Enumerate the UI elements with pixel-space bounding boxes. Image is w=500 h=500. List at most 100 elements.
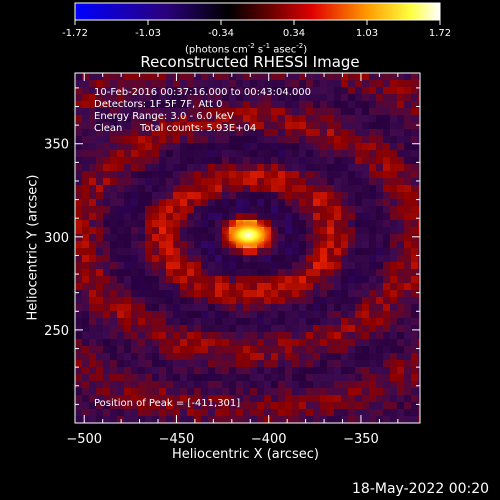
heatmap-pixel <box>397 297 404 304</box>
heatmap-pixel <box>411 143 418 150</box>
heatmap-pixel <box>222 94 229 101</box>
heatmap-pixel <box>257 402 264 409</box>
heatmap-pixel <box>411 185 418 192</box>
heatmap-pixel <box>292 199 299 206</box>
heatmap-pixel <box>376 346 383 353</box>
heatmap-pixel <box>96 304 103 311</box>
heatmap-pixel <box>320 332 327 339</box>
heatmap-pixel <box>306 283 313 290</box>
heatmap-pixel <box>362 157 369 164</box>
heatmap-pixel <box>348 108 355 115</box>
heatmap-pixel <box>264 269 271 276</box>
heatmap-pixel <box>110 360 117 367</box>
heatmap-pixel <box>383 220 390 227</box>
heatmap-pixel <box>376 227 383 234</box>
heatmap-pixel <box>334 255 341 262</box>
heatmap-pixel <box>229 283 236 290</box>
heatmap-pixel <box>131 115 138 122</box>
heatmap-pixel <box>418 325 420 332</box>
heatmap-pixel <box>138 171 145 178</box>
heatmap-pixel <box>180 339 187 346</box>
heatmap-pixel <box>75 115 82 122</box>
heatmap-pixel <box>271 164 278 171</box>
heatmap-pixel <box>243 199 250 206</box>
heatmap-pixel <box>313 332 320 339</box>
heatmap-pixel <box>82 171 89 178</box>
heatmap-pixel <box>215 143 222 150</box>
heatmap-pixel <box>320 213 327 220</box>
heatmap-pixel <box>355 346 362 353</box>
heatmap-pixel <box>173 213 180 220</box>
heatmap-pixel <box>138 164 145 171</box>
heatmap-pixel <box>327 318 334 325</box>
heatmap-pixel <box>103 199 110 206</box>
heatmap-pixel <box>278 269 285 276</box>
heatmap-pixel <box>173 171 180 178</box>
heatmap-pixel <box>313 164 320 171</box>
heatmap-pixel <box>404 248 411 255</box>
heatmap-pixel <box>320 402 327 409</box>
heatmap-pixel <box>383 353 390 360</box>
heatmap-pixel <box>404 234 411 241</box>
heatmap-pixel <box>348 73 355 80</box>
heatmap-pixel <box>327 276 334 283</box>
heatmap-pixel <box>96 353 103 360</box>
heatmap-pixel <box>404 192 411 199</box>
heatmap-pixel <box>327 122 334 129</box>
heatmap-pixel <box>299 381 306 388</box>
heatmap-pixel <box>320 416 327 423</box>
heatmap-pixel <box>173 269 180 276</box>
heatmap-pixel <box>404 346 411 353</box>
heatmap-pixel <box>250 353 257 360</box>
heatmap-pixel <box>390 381 397 388</box>
heatmap-pixel <box>271 136 278 143</box>
heatmap-pixel <box>306 395 313 402</box>
heatmap-pixel <box>285 248 292 255</box>
heatmap-pixel <box>355 136 362 143</box>
heatmap-pixel <box>369 178 376 185</box>
heatmap-pixel <box>355 178 362 185</box>
heatmap-pixel <box>292 360 299 367</box>
heatmap-pixel <box>341 339 348 346</box>
heatmap-pixel <box>341 150 348 157</box>
heatmap-pixel <box>257 136 264 143</box>
heatmap-pixel <box>229 206 236 213</box>
heatmap-pixel <box>411 108 418 115</box>
heatmap-pixel <box>404 136 411 143</box>
heatmap-pixel <box>404 402 411 409</box>
heatmap-pixel <box>313 416 320 423</box>
heatmap-pixel <box>383 150 390 157</box>
heatmap-pixel <box>327 73 334 80</box>
heatmap-pixel <box>257 332 264 339</box>
heatmap-pixel <box>201 353 208 360</box>
heatmap-pixel <box>264 213 271 220</box>
heatmap-pixel <box>397 416 404 423</box>
heatmap-pixel <box>159 136 166 143</box>
heatmap-pixel <box>215 318 222 325</box>
heatmap-pixel <box>103 129 110 136</box>
heatmap-pixel <box>208 332 215 339</box>
heatmap-pixel <box>404 374 411 381</box>
heatmap-pixel <box>243 325 250 332</box>
heatmap-pixel <box>166 136 173 143</box>
heatmap-pixel <box>341 255 348 262</box>
heatmap-pixel <box>103 122 110 129</box>
heatmap-pixel <box>110 297 117 304</box>
heatmap-pixel <box>145 304 152 311</box>
heatmap-pixel <box>271 297 278 304</box>
heatmap-pixel <box>411 94 418 101</box>
heatmap-pixel <box>348 164 355 171</box>
heatmap-pixel <box>390 248 397 255</box>
heatmap-pixel <box>348 304 355 311</box>
heatmap-pixel <box>215 416 222 423</box>
heatmap-pixel <box>292 178 299 185</box>
heatmap-pixel <box>285 262 292 269</box>
heatmap-pixel <box>306 367 313 374</box>
heatmap-pixel <box>82 206 89 213</box>
heatmap-pixel <box>110 199 117 206</box>
heatmap-pixel <box>411 395 418 402</box>
heatmap-pixel <box>201 115 208 122</box>
heatmap-pixel <box>362 80 369 87</box>
heatmap-pixel <box>187 129 194 136</box>
heatmap-pixel <box>222 178 229 185</box>
